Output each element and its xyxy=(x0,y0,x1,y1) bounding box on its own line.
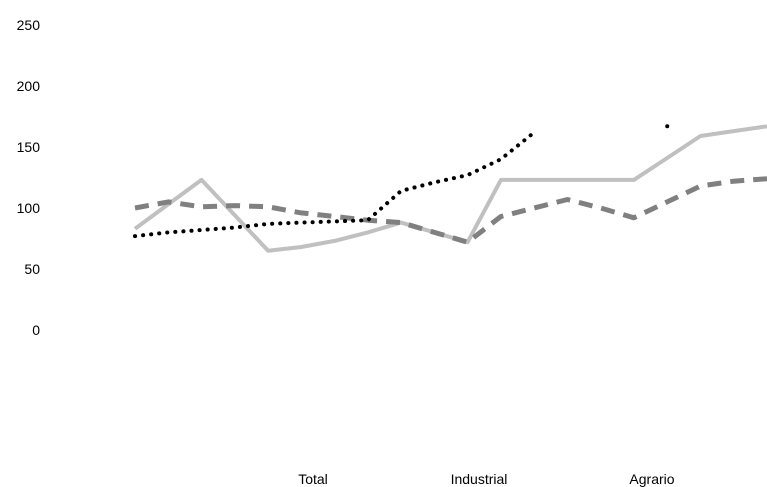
legend: Total Industrial Agrario xyxy=(298,471,675,487)
legend-label-agrario: Agrario xyxy=(629,471,674,487)
series-line-total xyxy=(665,124,670,129)
y-tick-label: 50 xyxy=(24,261,40,277)
y-tick-label: 200 xyxy=(17,78,41,94)
series-line-agrario xyxy=(133,124,767,253)
y-tick-label: 100 xyxy=(17,200,41,216)
series-lines xyxy=(133,124,767,253)
y-axis-ticks: 0 50 100 150 200 250 xyxy=(17,17,41,338)
y-tick-label: 0 xyxy=(32,322,40,338)
legend-label-industrial: Industrial xyxy=(451,471,508,487)
y-tick-label: 150 xyxy=(17,139,41,155)
legend-label-total: Total xyxy=(298,471,328,487)
series-line-total xyxy=(133,130,537,239)
y-tick-label: 250 xyxy=(17,17,41,33)
